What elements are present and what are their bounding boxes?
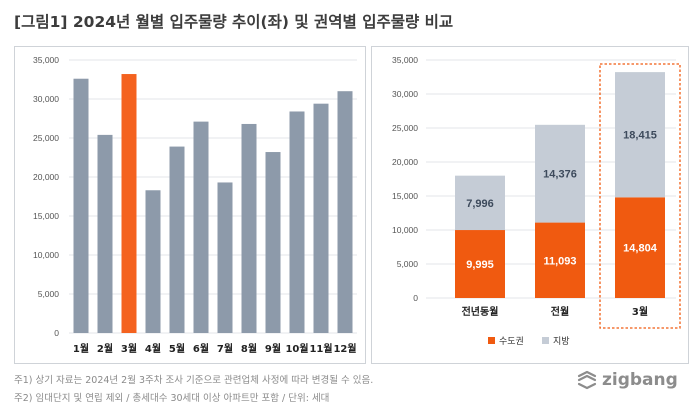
- x-tick-label: 9월: [265, 343, 281, 355]
- x-tick-label: 10월: [285, 343, 308, 355]
- y-tick-label: 20,000: [33, 172, 59, 182]
- bar-seoul-metro: [455, 230, 505, 298]
- bar-seoul-metro: [615, 197, 665, 298]
- data-label: 11,093: [543, 255, 576, 267]
- y-tick-label: 30,000: [392, 89, 418, 99]
- x-tick-label: 전년동월: [462, 305, 499, 318]
- highlight-box: [599, 63, 681, 329]
- data-label: 14,376: [543, 169, 577, 181]
- x-tick-label: 1월: [73, 343, 89, 355]
- bar-regional: [535, 124, 585, 223]
- y-tick-label: 20,000: [392, 157, 418, 167]
- y-tick-label: 25,000: [392, 123, 418, 133]
- footnote-2: 주2) 임대단지 및 연립 제외 / 총세대수 30세대 이상 아파트만 포함 …: [14, 393, 330, 404]
- legend-label: 수도권: [499, 335, 524, 347]
- y-tick-label: 25,000: [33, 133, 59, 143]
- y-tick-label: 0: [413, 293, 418, 303]
- x-tick-label: 12월: [333, 343, 356, 355]
- data-label: 18,415: [623, 130, 657, 142]
- bar: [97, 134, 113, 333]
- y-tick-label: 15,000: [392, 191, 418, 201]
- legend-swatch: [488, 337, 495, 344]
- regional-chart-panel: 0 5,000 10,000 15,000 20,000 25,000 30,000 35,0…: [371, 46, 689, 364]
- brand-name: zigbang: [602, 370, 678, 390]
- x-tick-label: 3월: [632, 306, 648, 318]
- y-tick-label: 5,000: [38, 289, 60, 299]
- data-label: 14,804: [623, 243, 658, 255]
- bar-regional: [615, 72, 665, 198]
- x-tick-label: 2월: [97, 343, 113, 355]
- bar: [121, 74, 137, 333]
- legend-swatch: [542, 337, 549, 344]
- zigbang-logo-icon: [577, 370, 597, 390]
- bar-regional: [455, 175, 505, 231]
- y-tick-label: 0: [54, 328, 59, 338]
- y-tick-label: 5,000: [397, 259, 419, 269]
- x-tick-label: 6월: [193, 343, 209, 355]
- bar: [265, 152, 281, 333]
- bar: [337, 91, 353, 333]
- x-tick-label: 8월: [241, 343, 257, 355]
- bar: [169, 146, 185, 333]
- brand-logo: zigbang: [576, 369, 678, 391]
- bar: [241, 123, 257, 334]
- x-tick-label: 전월: [551, 305, 569, 318]
- y-tick-label: 10,000: [392, 225, 418, 235]
- data-label: 7,996: [466, 198, 494, 210]
- y-tick-label: 10,000: [33, 250, 59, 260]
- x-tick-label: 5월: [169, 343, 185, 355]
- data-label: 9,995: [466, 259, 494, 271]
- bar-seoul-metro: [535, 222, 585, 298]
- x-tick-label: 4월: [145, 343, 161, 355]
- bar: [73, 78, 89, 333]
- x-tick-label: 7월: [217, 343, 233, 355]
- y-tick-label: 15,000: [33, 211, 59, 221]
- bar: [217, 182, 233, 333]
- bar: [145, 190, 161, 333]
- bar: [193, 121, 209, 334]
- footnote-1: 주1) 상기 자료는 2024년 2월 3주차 조사 기준으로 관련업체 사정에…: [14, 375, 374, 386]
- bar: [289, 111, 305, 333]
- regional-stacked-bar-chart: 0 5,000 10,000 15,000 20,000 25,000 30,000 35,0…: [392, 55, 681, 347]
- bar: [313, 103, 329, 334]
- y-tick-label: 35,000: [33, 55, 59, 65]
- monthly-chart-panel: 0 5,000 10,000 15,000 20,000 25,000 30,000 35,0…: [14, 46, 366, 364]
- x-tick-label: 3월: [121, 343, 137, 355]
- legend-label: 지방: [553, 336, 570, 347]
- y-tick-label: 35,000: [392, 55, 418, 65]
- x-tick-label: 11월: [309, 343, 332, 355]
- page-title: [그림1] 2024년 월별 입주물량 추이(좌) 및 권역별 입주물량 비교: [14, 13, 454, 31]
- y-tick-label: 30,000: [33, 94, 59, 104]
- monthly-bar-chart: 0 5,000 10,000 15,000 20,000 25,000 30,000 35,0…: [33, 55, 357, 355]
